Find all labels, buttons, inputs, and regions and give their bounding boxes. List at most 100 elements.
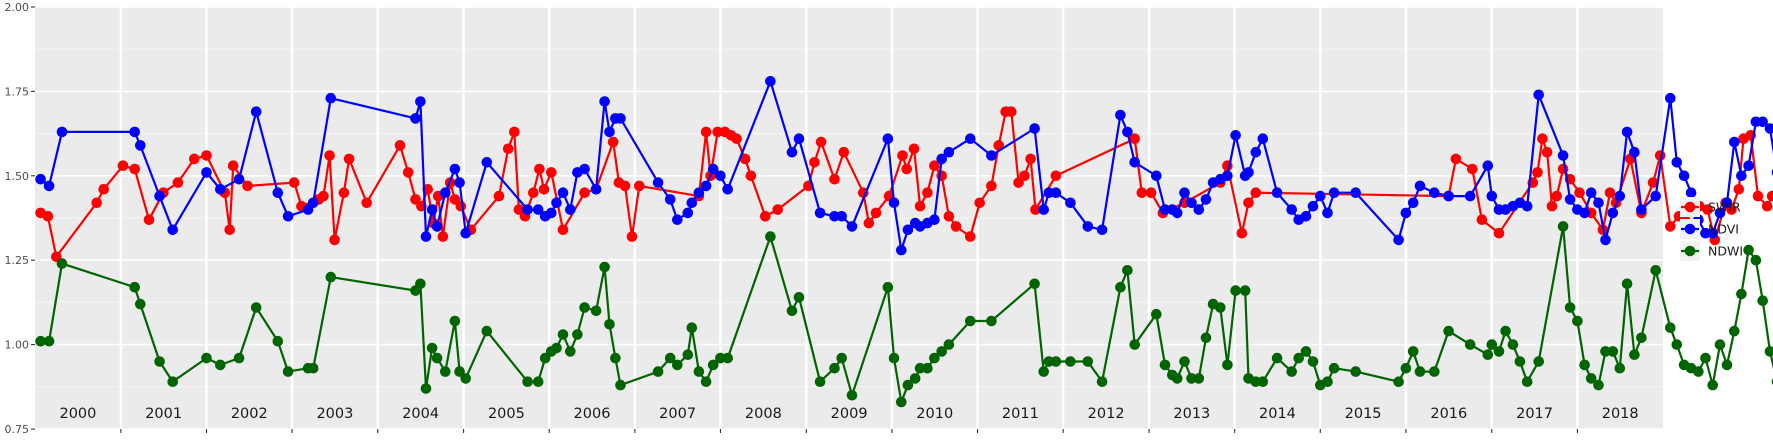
ndwi-data-point bbox=[1514, 356, 1526, 367]
ndwi-data-point bbox=[1082, 356, 1094, 367]
year-label: 2005 bbox=[488, 406, 525, 422]
ndwi-data-point bbox=[902, 379, 914, 391]
ndvi-data-point bbox=[420, 231, 432, 242]
ndvi-data-point bbox=[682, 207, 694, 219]
swir-data-point bbox=[1551, 190, 1562, 202]
swir-data-point bbox=[579, 187, 590, 198]
swir-data-point bbox=[1546, 200, 1558, 212]
grid-lines bbox=[35, 6, 1663, 430]
swir-data-point bbox=[950, 221, 962, 232]
ndwi-data-point bbox=[1500, 325, 1511, 337]
ndvi-data-point bbox=[1082, 221, 1094, 232]
ndvi-data-point bbox=[1714, 207, 1726, 219]
swir-data-point bbox=[1665, 221, 1676, 232]
swir-data-point bbox=[1476, 214, 1488, 225]
ndvi-data-point bbox=[1650, 190, 1661, 202]
year-label: 2007 bbox=[659, 406, 696, 422]
swir-data-point bbox=[394, 140, 406, 151]
ndwi-data-point bbox=[1533, 356, 1544, 367]
ndwi-data-point bbox=[129, 281, 140, 293]
swir-data-point bbox=[809, 157, 820, 168]
ndvi-data-point bbox=[1230, 130, 1241, 141]
ndvi-data-point bbox=[1151, 170, 1162, 182]
ndvi-data-point bbox=[1757, 116, 1768, 128]
ndwi-data-point bbox=[652, 366, 664, 377]
ndvi-data-point bbox=[896, 244, 907, 256]
swir-data-point bbox=[117, 160, 129, 171]
ndwi-data-point bbox=[43, 335, 55, 347]
year-label: 2017 bbox=[1516, 406, 1553, 422]
swir-data-point bbox=[731, 133, 742, 144]
ndwi-data-point bbox=[272, 335, 284, 347]
ndwi-data-point bbox=[922, 362, 933, 374]
swir-data-point bbox=[929, 160, 940, 171]
swir-data-point bbox=[534, 163, 545, 175]
ndvi-data-point bbox=[431, 221, 443, 232]
y-tick-label: 2.00 bbox=[5, 1, 30, 14]
ndvi-data-point bbox=[415, 96, 426, 107]
ndvi-data-point bbox=[551, 197, 562, 209]
swir-data-point bbox=[700, 126, 712, 138]
year-label: 2010 bbox=[916, 406, 953, 422]
ndwi-data-point bbox=[965, 315, 976, 327]
ndwi-data-point bbox=[1065, 356, 1076, 367]
ndwi-data-point bbox=[814, 376, 826, 388]
ndwi-data-point bbox=[1564, 302, 1576, 313]
ndvi-data-point bbox=[522, 204, 533, 215]
ndvi-data-point bbox=[1065, 197, 1076, 209]
year-label: 2018 bbox=[1602, 406, 1639, 422]
ndvi-data-point bbox=[1271, 187, 1283, 198]
ndwi-data-point bbox=[1307, 356, 1319, 367]
swir-data-point bbox=[745, 170, 757, 182]
ndvi-data-point bbox=[1186, 197, 1197, 209]
ndvi-data-point bbox=[579, 163, 590, 175]
ndvi-data-point bbox=[664, 194, 676, 205]
ndwi-data-point bbox=[233, 352, 245, 364]
swir-data-point bbox=[974, 197, 985, 209]
ndwi-data-point bbox=[167, 376, 178, 388]
ndvi-data-point bbox=[1315, 190, 1326, 202]
ndwi-data-point bbox=[1271, 352, 1283, 364]
y-axis: 0.75 1.00 1.25 1.50 1.75 2.00 bbox=[5, 1, 35, 436]
ndwi-data-point bbox=[415, 278, 426, 290]
ndvi-data-point bbox=[1193, 204, 1205, 215]
ndvi-data-point bbox=[1115, 109, 1126, 121]
ndwi-data-point bbox=[282, 366, 294, 377]
ndwi-data-point bbox=[672, 359, 683, 371]
year-label: 2016 bbox=[1430, 406, 1467, 422]
ndwi-data-point bbox=[1159, 359, 1171, 371]
swir-data-point bbox=[528, 187, 539, 198]
swir-data-point bbox=[634, 180, 645, 192]
swir-data-point bbox=[922, 187, 933, 198]
ndwi-data-point bbox=[481, 325, 493, 337]
ndvi-data-point bbox=[1614, 190, 1626, 202]
ndvi-data-point bbox=[460, 227, 472, 239]
ndwi-data-point bbox=[1736, 288, 1747, 300]
swir-data-point bbox=[863, 217, 875, 229]
swir-data-point bbox=[626, 231, 638, 242]
ndvi-data-point bbox=[986, 150, 997, 161]
swir-data-point bbox=[98, 184, 109, 195]
ndvi-data-point bbox=[154, 190, 165, 202]
swir-data-point bbox=[1250, 187, 1262, 198]
ndwi-data-point bbox=[1222, 359, 1233, 371]
year-label: 2003 bbox=[316, 406, 353, 422]
ndwi-data-point bbox=[846, 389, 858, 401]
ndwi-data-point bbox=[686, 322, 698, 334]
swir-data-point bbox=[1236, 227, 1248, 239]
ndvi-data-point bbox=[1464, 190, 1476, 202]
ndwi-data-point bbox=[1557, 221, 1569, 232]
ndvi-data-point bbox=[201, 167, 212, 178]
ndwi-data-point bbox=[56, 258, 68, 269]
year-label: 2001 bbox=[145, 406, 182, 422]
ndvi-data-point bbox=[233, 173, 245, 185]
ndwi-data-point bbox=[604, 319, 615, 330]
swir-data-point bbox=[201, 150, 212, 161]
ndwi-data-point bbox=[1200, 332, 1212, 344]
ndvi-data-point bbox=[1585, 187, 1597, 198]
ndwi-data-point bbox=[1757, 295, 1768, 307]
year-label: 2008 bbox=[745, 406, 782, 422]
ndwi-data-point bbox=[307, 362, 319, 374]
ndvi-data-point bbox=[1743, 160, 1754, 171]
